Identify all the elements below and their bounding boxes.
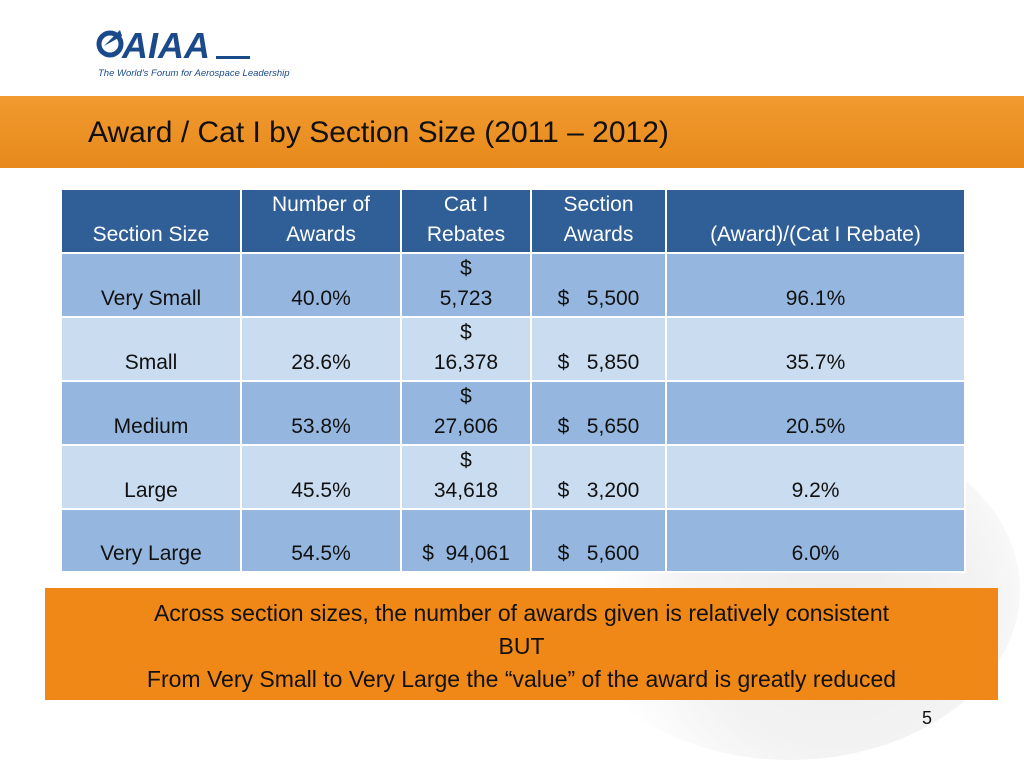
rebate-cell: $34,618 (400, 444, 532, 510)
section-size-cell: Large (60, 444, 242, 510)
section-awards-cell: $ 5,650 (530, 380, 667, 446)
awards-pct-cell: 28.6% (240, 316, 402, 382)
page-number: 5 (922, 708, 933, 728)
section-size-table: Section Size Number of Awards Cat I Rebate… (60, 188, 966, 573)
rebate-cell: $ 94,061 (400, 508, 532, 573)
summary-callout: Across section sizes, the number of awar… (45, 588, 998, 700)
section-size-cell: Very Large (60, 508, 242, 573)
table-row: Very Small 40.0% $5,723 $ 5,500 96.1% (60, 252, 966, 318)
ratio-cell: 6.0% (665, 508, 966, 573)
section-size-cell: Very Small (60, 252, 242, 318)
column-header: Section Size (60, 188, 242, 254)
aiaa-logo-mark: AIAA (96, 25, 250, 66)
column-header: Section Awards (530, 188, 667, 254)
summary-line-3: From Very Small to Very Large the “value… (146, 666, 897, 692)
logo-tagline: The World's Forum for Aerospace Leadersh… (98, 68, 290, 79)
aiaa-logo: AIAA The World's Forum for Aerospace Lea… (96, 18, 290, 88)
awards-pct-cell: 45.5% (240, 444, 402, 510)
column-header: Number of Awards (240, 188, 402, 254)
slide-title: Award / Cat I by Section Size (2011 – 20… (88, 116, 669, 149)
awards-pct-cell: 54.5% (240, 508, 402, 573)
section-awards-cell: $ 5,600 (530, 508, 667, 573)
ratio-cell: 20.5% (665, 380, 966, 446)
rebate-cell: $27,606 (400, 380, 532, 446)
section-size-cell: Small (60, 316, 242, 382)
table-row: Medium 53.8% $27,606 $ 5,650 20.5% (60, 380, 966, 446)
section-awards-cell: $ 3,200 (530, 444, 667, 510)
summary-line-1: Across section sizes, the number of awar… (153, 600, 890, 626)
table-row: Very Large 54.5% $ 94,061 $ 5,600 6.0% (60, 508, 966, 573)
table-row: Small 28.6% $16,378 $ 5,850 35.7% (60, 316, 966, 382)
rebate-cell: $16,378 (400, 316, 532, 382)
summary-line-2: BUT (498, 633, 545, 659)
title-band (0, 96, 1024, 168)
ratio-cell: 35.7% (665, 316, 966, 382)
awards-pct-cell: 40.0% (240, 252, 402, 318)
section-size-cell: Medium (60, 380, 242, 446)
rebate-cell: $5,723 (400, 252, 532, 318)
table-row: Large 45.5% $34,618 $ 3,200 9.2% (60, 444, 966, 510)
section-awards-cell: $ 5,500 (530, 252, 667, 318)
awards-pct-cell: 53.8% (240, 380, 402, 446)
ratio-cell: 96.1% (665, 252, 966, 318)
table-header-row: Section Size Number of Awards Cat I Rebate… (60, 188, 966, 254)
column-header: (Award)/(Cat I Rebate) (665, 188, 966, 254)
column-header: Cat I Rebates (400, 188, 532, 254)
ratio-cell: 9.2% (665, 444, 966, 510)
logo-wordmark: AIAA (121, 25, 210, 66)
section-awards-cell: $ 5,850 (530, 316, 667, 382)
